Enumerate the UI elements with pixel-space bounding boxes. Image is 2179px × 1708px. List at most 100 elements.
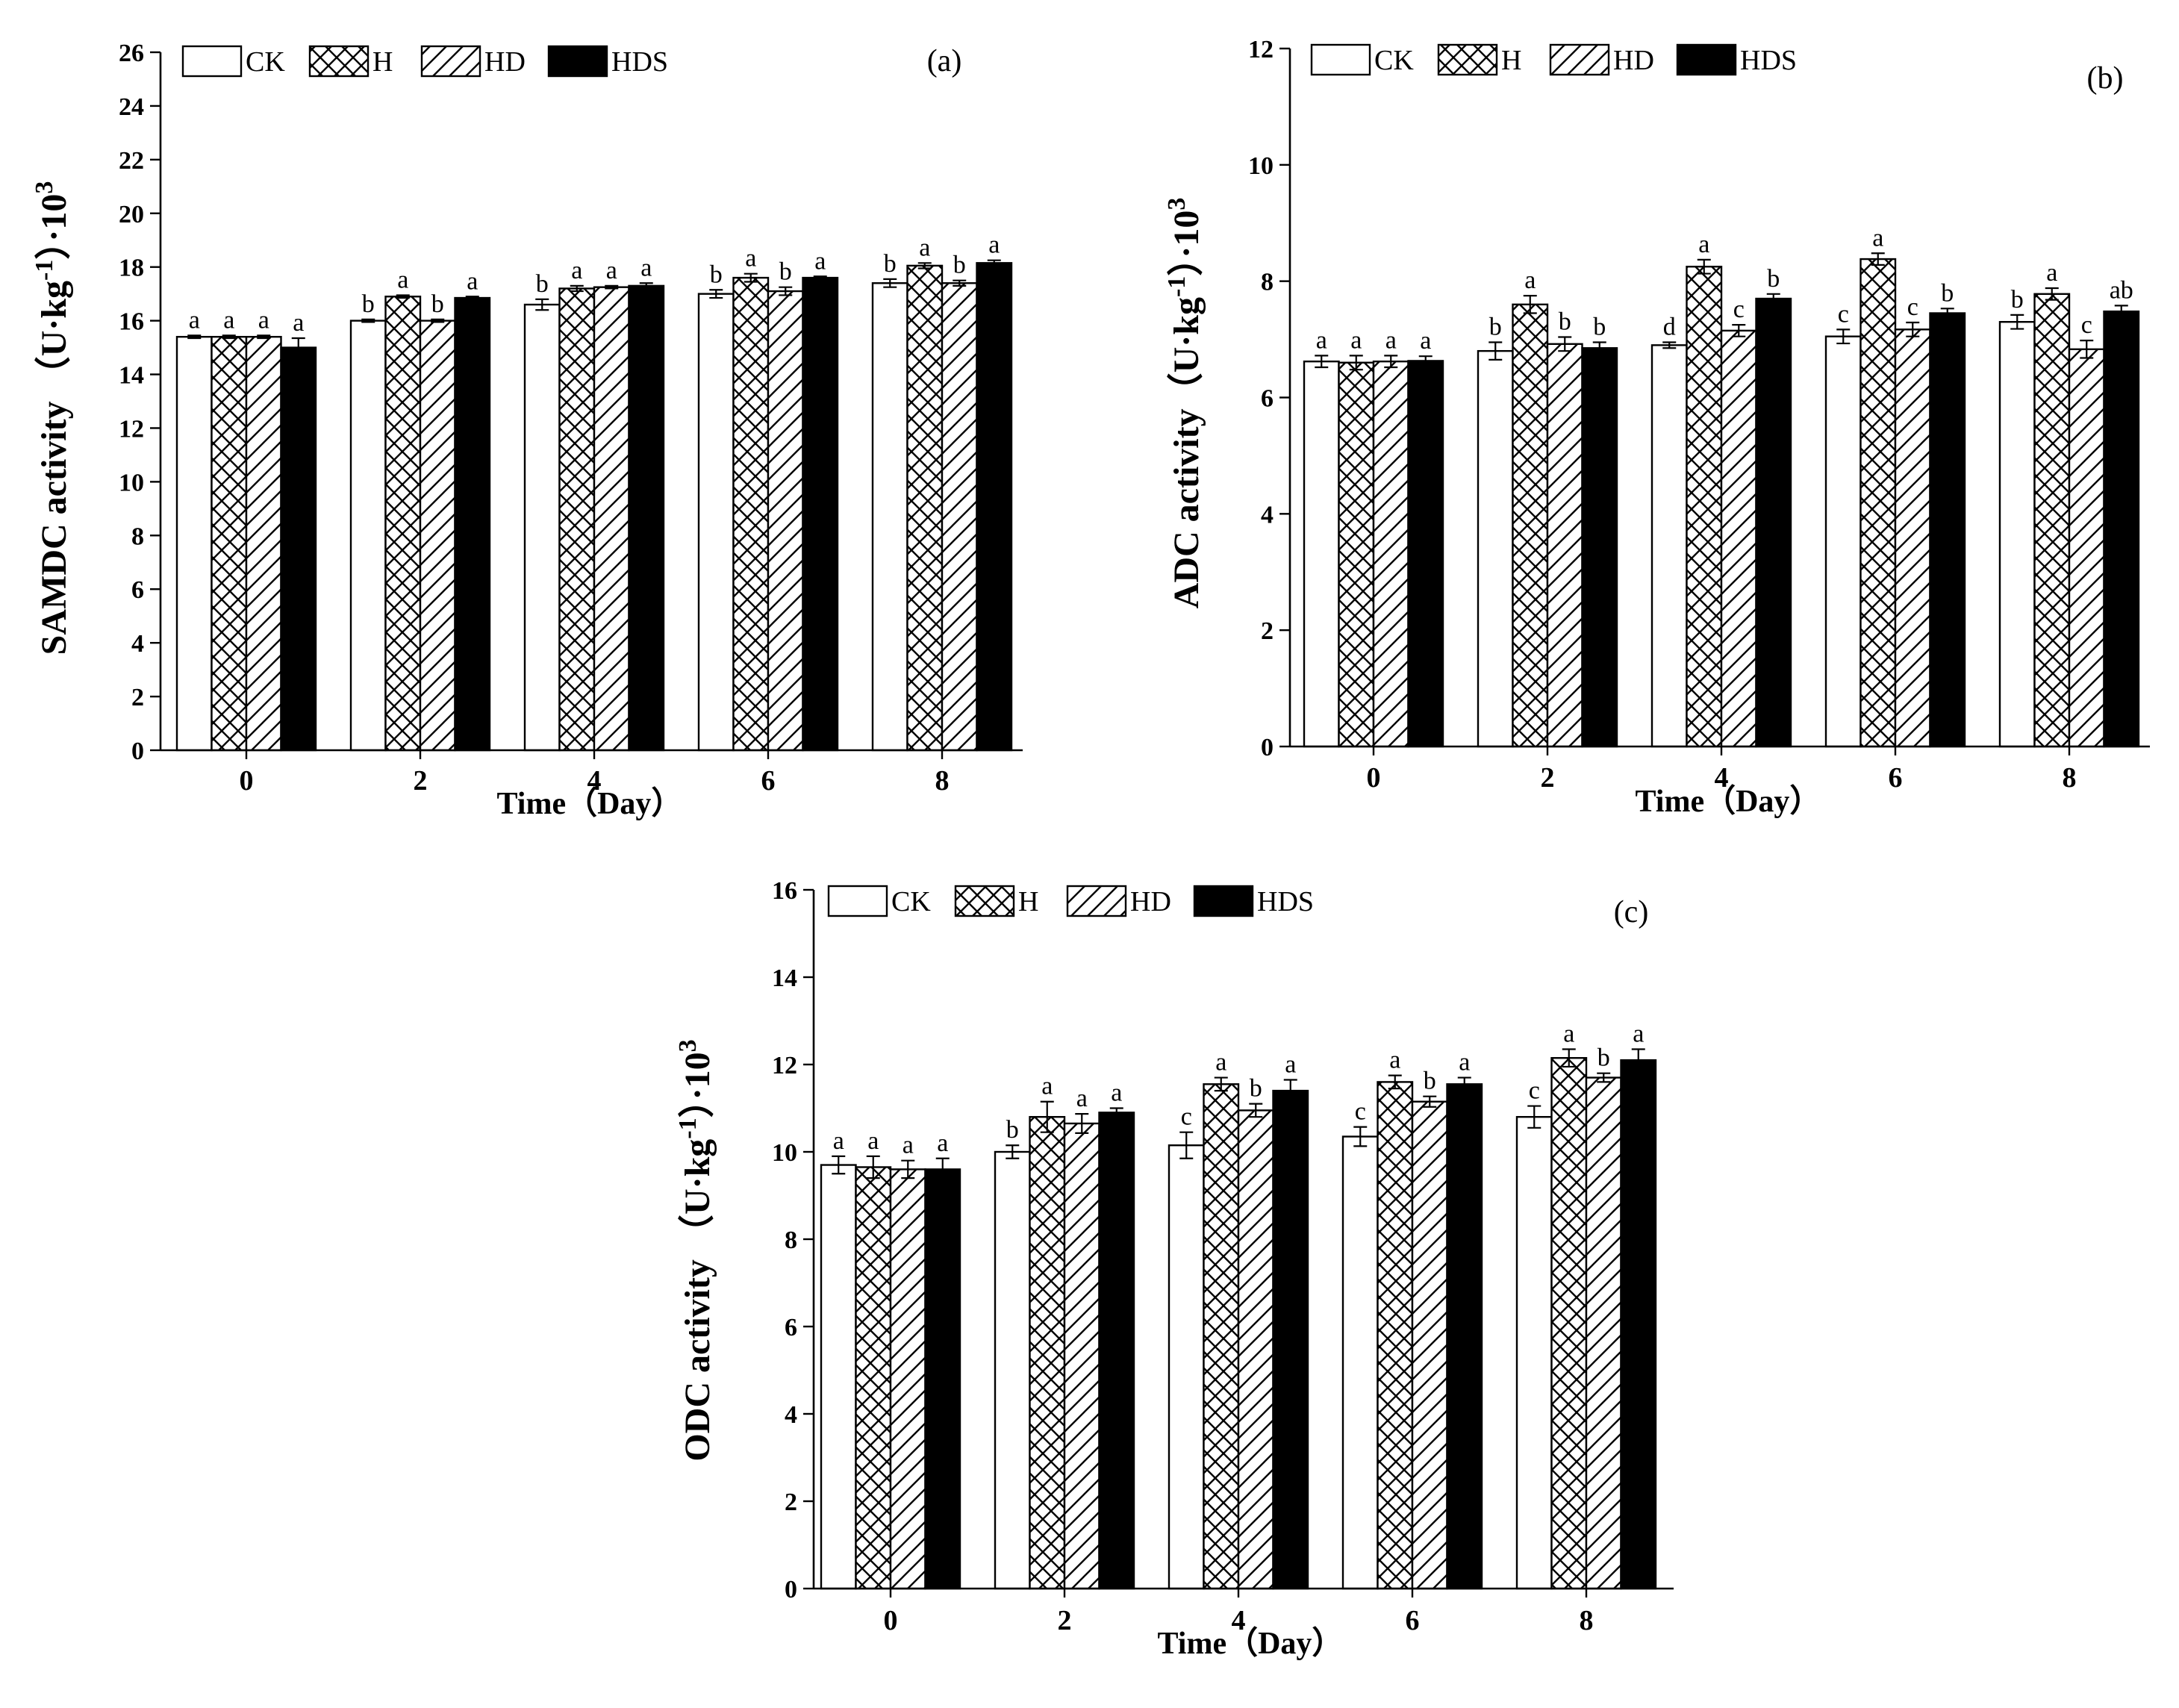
significance-letter-hd-day-6: b (779, 258, 792, 286)
error-bar-h-day-0 (866, 1155, 880, 1179)
legend-swatch (827, 885, 888, 917)
legend-label: HDS (1740, 45, 1797, 76)
significance-letter-ck-day-4: d (1663, 313, 1676, 340)
x-tick-label: 6 (1406, 1605, 1420, 1636)
legend-swatch (1066, 885, 1127, 917)
y-axis-title: ODC activity （U·kg-1）·103 (674, 1039, 718, 1461)
error-bar-hds-day-6 (1457, 1076, 1471, 1092)
significance-letter-hd-day-8: b (953, 252, 966, 279)
y-tick-label: 10 (772, 1139, 797, 1167)
error-bar-hd-day-4 (605, 284, 619, 290)
bar-hds-day-6 (1929, 312, 1966, 748)
bar-ck-day-8 (871, 282, 908, 752)
error-bar-hds-day-2 (1592, 341, 1606, 355)
error-bar-hd-day-8 (1597, 1072, 1611, 1083)
bar-hd-day-6 (767, 290, 804, 752)
significance-letter-h-day-6: a (1389, 1047, 1400, 1074)
legend-item-h: H (954, 885, 1038, 917)
error-bar-hd-day-8 (2080, 340, 2094, 359)
bar-hd-day-4 (593, 286, 630, 752)
significance-letter-hds-day-2: a (1111, 1079, 1122, 1107)
legend-item-hds: HDS (547, 45, 668, 78)
significance-letter-ck-day-8: b (2011, 286, 2024, 314)
x-tick-label: 2 (414, 765, 428, 797)
error-bar-h-day-8 (917, 262, 932, 269)
error-bar-ck-day-6 (1836, 328, 1851, 345)
error-bar-hds-day-0 (935, 1157, 950, 1182)
bar-hd-day-8 (941, 282, 978, 752)
x-tick-label: 6 (1889, 762, 1903, 794)
y-tick-label: 18 (119, 255, 144, 282)
error-bar-hd-day-2 (1075, 1113, 1089, 1134)
significance-letter-ck-day-0: a (1316, 326, 1327, 354)
x-tick-label: 0 (884, 1605, 898, 1636)
significance-letter-h-day-4: a (1215, 1049, 1226, 1076)
significance-letter-hd-day-4: b (1250, 1075, 1262, 1103)
bar-hd-day-6 (1894, 328, 1931, 748)
bar-hds-day-6 (802, 276, 839, 752)
significance-letter-hd-day-0: a (1385, 326, 1397, 354)
error-bar-ck-day-6 (709, 289, 723, 299)
bar-hds-day-2 (1098, 1112, 1135, 1590)
error-bar-h-day-0 (222, 334, 236, 340)
bar-h-day-8 (906, 264, 944, 752)
significance-letter-hds-day-8: a (988, 231, 1000, 259)
bar-ck-day-8 (1515, 1115, 1553, 1590)
bar-hd-day-4 (1237, 1109, 1274, 1590)
bar-hd-day-0 (245, 335, 282, 752)
y-tick-label: 6 (1261, 385, 1274, 413)
panel-label: (a) (927, 44, 962, 78)
error-bar-hd-day-2 (431, 318, 445, 323)
bar-h-day-0 (1338, 361, 1375, 748)
y-tick-label: 12 (1248, 36, 1274, 63)
significance-letter-hds-day-2: a (467, 267, 478, 295)
error-bar-hds-day-8 (2114, 305, 2128, 319)
bar-h-day-4 (1203, 1083, 1240, 1590)
significance-letter-ck-day-2: b (1006, 1116, 1019, 1144)
bar-hd-day-8 (2068, 348, 2105, 748)
error-bar-hd-day-6 (779, 286, 793, 296)
legend-swatch (1193, 885, 1254, 917)
significance-letter-hd-day-0: a (258, 306, 269, 334)
bar-hds-day-0 (1407, 360, 1444, 748)
error-bar-ck-day-8 (883, 278, 897, 288)
error-bar-hds-day-2 (465, 296, 479, 300)
error-bar-hds-day-0 (1418, 355, 1433, 367)
legend: CK H HD HDS (1310, 43, 1797, 76)
error-bar-h-day-2 (1523, 295, 1537, 314)
legend-label: HD (484, 46, 526, 78)
error-bar-hds-day-4 (639, 282, 653, 290)
significance-letter-hd-day-8: b (1597, 1044, 1610, 1072)
y-tick-label: 4 (1261, 501, 1274, 529)
error-bar-ck-day-0 (187, 334, 202, 340)
y-tick-label: 12 (772, 1052, 797, 1079)
error-bar-h-day-4 (1214, 1076, 1228, 1092)
significance-letter-h-day-2: a (1041, 1073, 1053, 1100)
significance-letter-h-day-2: a (397, 266, 408, 293)
bar-hds-day-0 (924, 1168, 961, 1590)
bar-ck-day-2 (349, 320, 387, 752)
error-bar-hd-day-0 (1384, 355, 1398, 369)
legend-label: CK (891, 886, 931, 917)
error-bar-h-day-4 (1697, 258, 1711, 275)
bar-h-day-0 (855, 1166, 892, 1590)
significance-letter-h-day-2: a (1524, 267, 1536, 294)
significance-letter-hds-day-8: ab (2110, 276, 2133, 304)
significance-letter-hds-day-8: a (1633, 1020, 1644, 1048)
error-bar-hds-day-6 (813, 275, 827, 280)
legend-item-hd: HD (420, 45, 526, 78)
y-tick-label: 12 (119, 415, 144, 443)
y-axis-title: SAMDC activity （U·kg-1）·103 (31, 181, 75, 655)
bar-hds-day-8 (1620, 1059, 1657, 1590)
error-bar-h-day-8 (2045, 287, 2059, 301)
significance-letter-h-day-0: a (867, 1127, 879, 1155)
y-tick-label: 22 (119, 147, 144, 175)
y-tick-label: 0 (131, 738, 144, 765)
error-bar-hd-day-6 (1906, 321, 1920, 337)
bar-ck-day-2 (994, 1150, 1031, 1590)
y-axis-title: ADC activity（U·kg-1）·103 (1163, 198, 1207, 609)
legend-swatch (1676, 43, 1737, 76)
legend: CK H HD HDS (181, 45, 668, 78)
significance-letter-ck-day-4: b (536, 270, 549, 298)
